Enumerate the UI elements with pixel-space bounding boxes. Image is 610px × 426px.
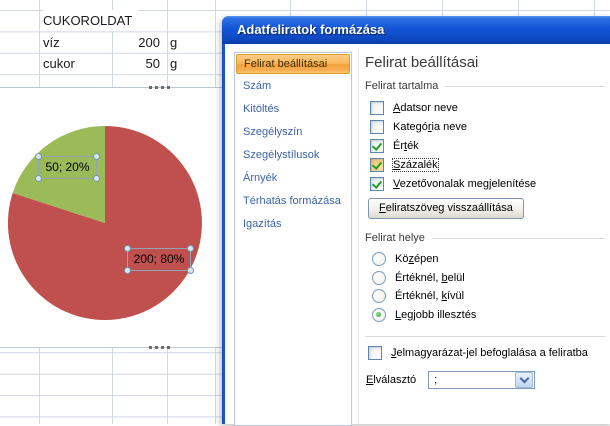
format-data-labels-dialog: Adatfeliratok formázása Felirat beállítá…	[222, 16, 610, 426]
checkbox-row-adatsor-neve[interactable]: Adatsor neve	[370, 98, 605, 117]
checkbox[interactable]	[370, 119, 384, 134]
cell-cukor-value[interactable]: 50	[145, 56, 160, 71]
selection-handle[interactable]	[124, 245, 131, 252]
pie-slice-viz[interactable]	[7, 126, 202, 320]
sidebar-item-terhatas[interactable]: Térhatás formázása	[243, 195, 341, 207]
checkbox[interactable]	[370, 100, 384, 115]
selection-handle[interactable]	[93, 175, 100, 182]
checkbox-checked[interactable]	[370, 176, 384, 191]
group-caption-content: Felirat tartalma	[365, 80, 605, 92]
checkbox-row-ertek[interactable]: Érték	[370, 136, 605, 155]
cell-title[interactable]: CUKOROLDAT	[43, 10, 139, 31]
dialog-title: Adatfeliratok formázása	[237, 22, 385, 37]
reset-label-text-button[interactable]: Feliratszöveg visszaállítása	[368, 198, 524, 219]
radio-row-legjobb-illesztes[interactable]: Legjobb illesztés	[372, 306, 605, 325]
caption-line	[431, 237, 605, 239]
separator-label: Elválasztó	[366, 374, 417, 386]
dialog-titlebar[interactable]: Adatfeliratok formázása	[222, 16, 610, 44]
data-label-cukor[interactable]: 50; 20%	[35, 153, 100, 182]
checkbox-row-szazalek[interactable]: Százalék	[370, 155, 605, 174]
panel-divider	[358, 48, 359, 424]
radio-row-erteknel-kivul[interactable]: Értéknél, kívül	[372, 287, 605, 306]
group-caption-position: Felirat helye	[365, 232, 605, 244]
data-label-text: 200; 80%	[133, 252, 185, 266]
chart-object[interactable]: 50; 20% 200; 80%	[0, 86, 223, 349]
section-divider	[365, 336, 605, 337]
combobox-value: ;	[434, 374, 438, 386]
sidebar-item-arnyek[interactable]: Árnyék	[243, 172, 278, 184]
panel-heading: Felirat beállításai	[365, 54, 479, 71]
chart-resize-handle[interactable]	[149, 86, 170, 89]
radio[interactable]	[372, 270, 386, 285]
sidebar-item-kitoltes[interactable]: Kitöltés	[243, 103, 280, 115]
sidebar-item-felirat-beallitasai[interactable]: Felirat beállításai	[236, 54, 350, 74]
chart-resize-handle[interactable]	[149, 346, 170, 349]
cell-viz-unit[interactable]: g	[170, 35, 178, 50]
selection-handle[interactable]	[35, 175, 42, 182]
cell-cukor-unit[interactable]: g	[170, 56, 178, 71]
radio[interactable]	[372, 252, 386, 267]
checkbox-checked[interactable]	[370, 138, 384, 153]
label-position-radios: Középen Értéknél, belül Értéknél, kívül …	[365, 250, 605, 324]
caption-line	[445, 85, 605, 87]
radio-selected[interactable]	[372, 307, 386, 322]
combobox-dropdown-button[interactable]	[515, 372, 534, 388]
chevron-down-icon	[519, 373, 530, 384]
cell-viz-value[interactable]: 200	[138, 35, 160, 50]
checkbox[interactable]	[368, 345, 382, 360]
dialog-body: Felirat beállításai Szám Kitöltés Szegél…	[225, 44, 610, 426]
selection-handle[interactable]	[187, 267, 194, 274]
pie-slice-cukor[interactable]	[12, 125, 106, 223]
data-label-viz[interactable]: 200; 80%	[124, 245, 194, 274]
pie-chart	[7, 125, 202, 320]
separator-row: Elválasztó ;	[366, 371, 605, 389]
sidebar-item-szegelystilusok[interactable]: Szegélystílusok	[243, 149, 320, 161]
selection-handle[interactable]	[187, 245, 194, 252]
selection-handle[interactable]	[93, 153, 100, 160]
separator-combobox[interactable]: ;	[428, 371, 536, 389]
sidebar-item-szam[interactable]: Szám	[243, 80, 272, 92]
checkbox-row-jelmagyarazat[interactable]: Jelmagyarázat-jel befoglalása a feliratb…	[368, 343, 605, 362]
selection-handle[interactable]	[124, 267, 131, 274]
radio-row-erteknel-belul[interactable]: Értéknél, belül	[372, 269, 605, 288]
data-label-text: 50; 20%	[45, 160, 90, 174]
cell-viz-label[interactable]: víz	[43, 35, 60, 50]
cell-cukor-label[interactable]: cukor	[43, 56, 75, 71]
checkbox-row-vezetovonalak[interactable]: Vezetővonalak megjelenítése	[370, 174, 605, 193]
checkbox-row-kategoria-neve[interactable]: Kategória neve	[370, 117, 605, 136]
selection-handle[interactable]	[35, 153, 42, 160]
sidebar-item-szegelyszin[interactable]: Szegélyszín	[243, 126, 303, 138]
sidebar-item-igazitas[interactable]: Igazítás	[243, 218, 282, 230]
dialog-sidebar: Felirat beállításai Szám Kitöltés Szegél…	[234, 52, 352, 426]
radio-row-kozepen[interactable]: Középen	[372, 250, 605, 269]
dialog-main-panel: Felirat beállításai Felirat tartalma Ada…	[365, 50, 605, 389]
checkbox-checked[interactable]	[370, 157, 384, 172]
radio[interactable]	[372, 289, 386, 304]
